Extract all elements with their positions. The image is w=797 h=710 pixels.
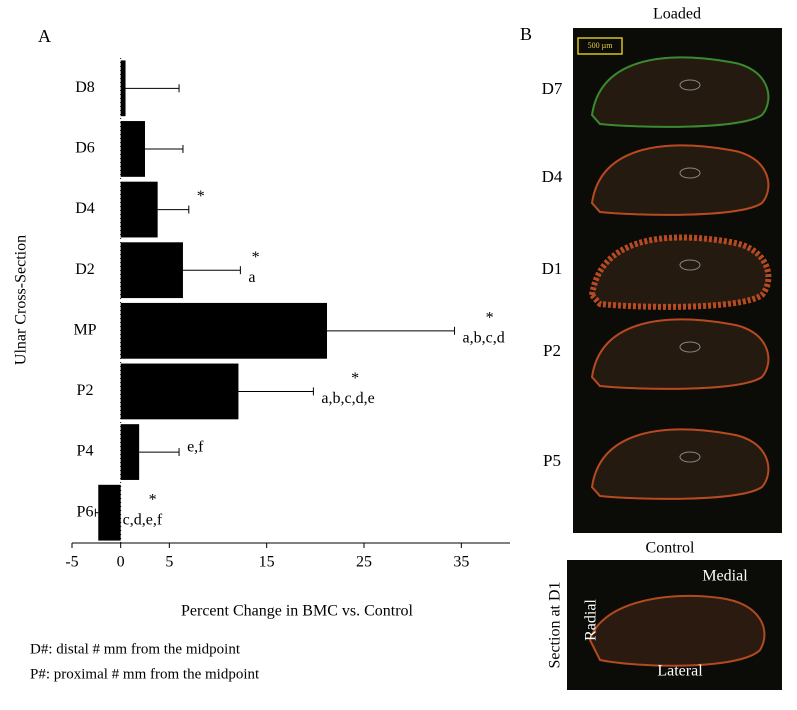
x-tick-label: 5 bbox=[165, 554, 173, 571]
panel-title: Control bbox=[646, 540, 695, 557]
section-label: D7 bbox=[542, 79, 563, 98]
bar bbox=[120, 302, 328, 359]
panel-label: B bbox=[520, 24, 532, 44]
note: D#: distal # mm from the midpoint bbox=[30, 641, 241, 657]
y-tick-label: P2 bbox=[77, 382, 94, 399]
canal bbox=[679, 341, 701, 353]
y-tick-label: P6 bbox=[77, 503, 94, 520]
bar bbox=[120, 181, 158, 238]
significance-star: * bbox=[149, 491, 157, 508]
canal bbox=[679, 259, 701, 271]
significance-star: * bbox=[197, 188, 205, 205]
orientation-label: Medial bbox=[702, 568, 748, 585]
section-label: D4 bbox=[542, 167, 563, 186]
side-label: Section at D1 bbox=[547, 581, 564, 668]
scale-bar-label: 500 µm bbox=[588, 41, 614, 50]
note: P#: proximal # mm from the midpoint bbox=[30, 666, 260, 682]
bone-section bbox=[590, 318, 770, 390]
canal bbox=[679, 451, 701, 463]
y-tick-label: MP bbox=[73, 321, 96, 338]
bar bbox=[120, 242, 183, 299]
significance-letters: a bbox=[248, 269, 255, 286]
bar bbox=[120, 424, 140, 480]
panel-label: A bbox=[38, 26, 51, 46]
bone-section bbox=[590, 428, 770, 500]
error-bar bbox=[238, 387, 314, 396]
significance-star: * bbox=[486, 309, 494, 326]
x-axis-label: Percent Change in BMC vs. Control bbox=[181, 603, 414, 620]
section-label: D1 bbox=[542, 259, 563, 278]
section-label: P5 bbox=[543, 451, 561, 470]
y-tick-label: P4 bbox=[77, 443, 94, 460]
error-bar bbox=[94, 508, 99, 517]
bar bbox=[98, 484, 121, 541]
bone-section bbox=[590, 56, 770, 128]
canal bbox=[679, 79, 701, 91]
y-axis-label: Ulnar Cross-Section bbox=[13, 235, 30, 365]
section-label: P2 bbox=[543, 341, 561, 360]
x-tick-label: 25 bbox=[356, 554, 372, 571]
y-tick-label: D6 bbox=[75, 140, 95, 157]
significance-star: * bbox=[351, 370, 359, 387]
x-tick-label: 0 bbox=[117, 554, 125, 571]
scale-bar-box bbox=[577, 37, 623, 55]
bone-section bbox=[590, 144, 770, 216]
significance-letters: a,b,c,d bbox=[463, 329, 505, 346]
x-tick-label: -5 bbox=[65, 554, 78, 571]
bone-section bbox=[588, 234, 772, 310]
bar bbox=[120, 121, 145, 177]
error-bar bbox=[145, 144, 184, 153]
error-bar bbox=[139, 448, 180, 457]
significance-letters: a,b,c,d,e bbox=[321, 390, 374, 407]
y-tick-label: D4 bbox=[75, 200, 95, 217]
error-bar bbox=[157, 205, 190, 214]
x-tick-label: 35 bbox=[453, 554, 469, 571]
x-tick-label: 15 bbox=[259, 554, 275, 571]
error-bar bbox=[182, 266, 241, 275]
significance-letters: e,f bbox=[187, 439, 204, 456]
micrograph-stack: 500 µm bbox=[573, 28, 782, 533]
orientation-label: Radial bbox=[583, 599, 600, 641]
error-bar bbox=[125, 84, 180, 93]
significance-star: * bbox=[252, 249, 260, 266]
bar bbox=[120, 60, 126, 117]
bone-section bbox=[588, 594, 766, 667]
orientation-label: Lateral bbox=[657, 663, 703, 680]
y-tick-label: D8 bbox=[75, 79, 95, 96]
y-tick-label: D2 bbox=[75, 261, 95, 278]
bar bbox=[120, 363, 239, 420]
error-bar bbox=[327, 326, 456, 335]
significance-letters: c,d,e,f bbox=[123, 511, 163, 528]
panel-title: Loaded bbox=[653, 6, 701, 23]
canal bbox=[679, 167, 701, 179]
